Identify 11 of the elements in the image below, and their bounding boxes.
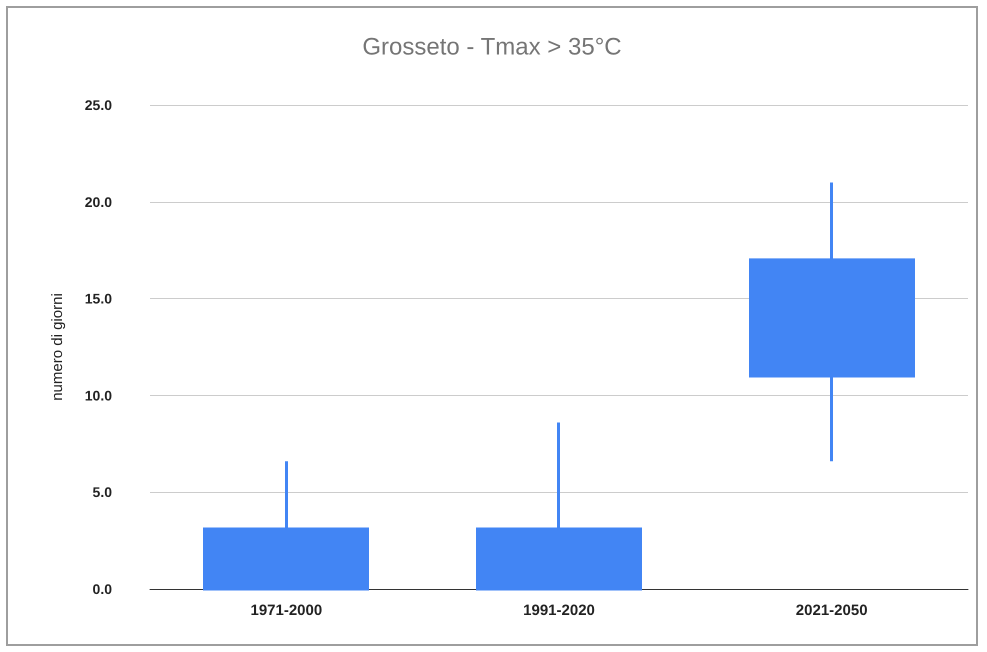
y-tick-label: 0.0 — [92, 581, 112, 597]
y-tick-label: 25.0 — [84, 97, 112, 113]
y-tick-label: 5.0 — [92, 484, 112, 500]
x-tick-label: 1971-2000 — [250, 602, 322, 619]
y-axis-title: numero di giorni — [49, 293, 66, 401]
chart-title: Grosseto - Tmax > 35°C — [362, 34, 622, 60]
x-tick-label: 1991-2020 — [523, 602, 595, 619]
y-tick-label: 10.0 — [84, 387, 112, 404]
y-tick-label: 15.0 — [84, 290, 112, 307]
y-tick-label: 20.0 — [84, 194, 112, 210]
x-tick-label: 2021-2050 — [796, 602, 868, 619]
